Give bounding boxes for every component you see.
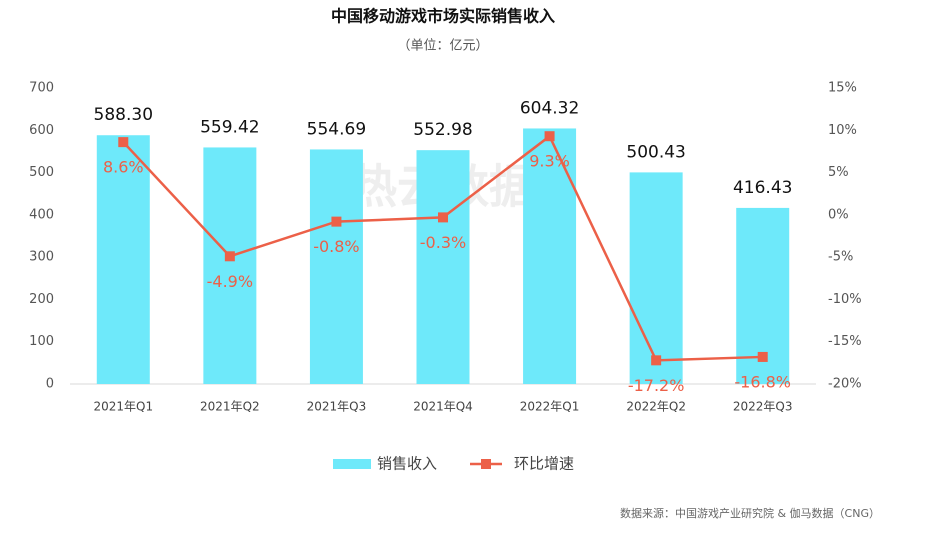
y-tick-label: 100 (29, 334, 54, 349)
x-tick-label: 2021年Q4 (413, 400, 473, 414)
y-tick-label: 200 (29, 292, 54, 307)
bar (309, 149, 363, 384)
y-tick-label: 400 (29, 207, 54, 222)
bar-value-label: 552.98 (413, 120, 472, 140)
y2-tick-label: -20% (828, 377, 862, 392)
line-value-label: -17.2% (628, 376, 685, 395)
x-tick-label: 2021年Q1 (93, 400, 153, 414)
line-value-label: -0.8% (313, 237, 359, 256)
line-marker (438, 212, 448, 223)
line-marker (331, 216, 342, 227)
y-tick-label: 600 (29, 123, 54, 138)
y2-tick-label: -10% (828, 292, 862, 307)
y2-tick-label: 15% (828, 81, 857, 96)
line-value-label: -0.3% (420, 233, 466, 252)
bar (416, 150, 470, 384)
bar-value-label: 500.43 (626, 142, 685, 162)
line-value-label: 9.3% (529, 152, 570, 171)
y-tick-label: 700 (29, 81, 54, 96)
bar-value-label: 416.43 (733, 178, 792, 198)
bar (96, 135, 150, 384)
line-marker (224, 251, 235, 262)
line-marker (757, 351, 768, 362)
line-value-label: 8.6% (103, 158, 144, 177)
x-tick-label: 2022年Q2 (626, 400, 686, 414)
bar-value-label: 559.42 (200, 117, 259, 137)
x-tick-label: 2022年Q3 (733, 400, 793, 414)
y2-tick-label: 10% (828, 123, 857, 138)
x-tick-label: 2021年Q3 (307, 400, 367, 414)
bar-value-label: 554.69 (307, 119, 366, 139)
legend-swatch (333, 459, 371, 469)
line-value-label: -4.9% (207, 272, 253, 291)
chart-subtitle: （单位：亿元） (397, 39, 488, 54)
line-marker (118, 137, 129, 148)
bar-value-label: 588.30 (94, 105, 153, 125)
x-tick-label: 2021年Q2 (200, 400, 260, 414)
line-value-label: -16.8% (734, 372, 791, 391)
bar-value-label: 604.32 (520, 98, 579, 118)
y-tick-label: 300 (29, 250, 54, 265)
legend-label: 销售收入 (377, 455, 437, 473)
legend-marker (481, 459, 491, 469)
y-tick-label: 500 (29, 165, 54, 180)
x-tick-label: 2022年Q1 (520, 400, 580, 414)
y2-tick-label: 0% (828, 207, 849, 222)
legend-label: 环比增速 (514, 455, 574, 473)
y2-tick-label: 5% (828, 165, 849, 180)
source-note: 数据来源：中国游戏产业研究院 & 伽马数据（CNG） (620, 506, 880, 520)
y-tick-label: 0 (46, 377, 54, 392)
y2-tick-label: -5% (828, 250, 853, 265)
line-marker (544, 131, 555, 142)
chart-title: 中国移动游戏市场实际销售收入 (331, 7, 555, 26)
bar (203, 147, 257, 384)
y2-tick-label: -15% (828, 334, 862, 349)
line-marker (651, 355, 662, 366)
bar (629, 172, 683, 384)
